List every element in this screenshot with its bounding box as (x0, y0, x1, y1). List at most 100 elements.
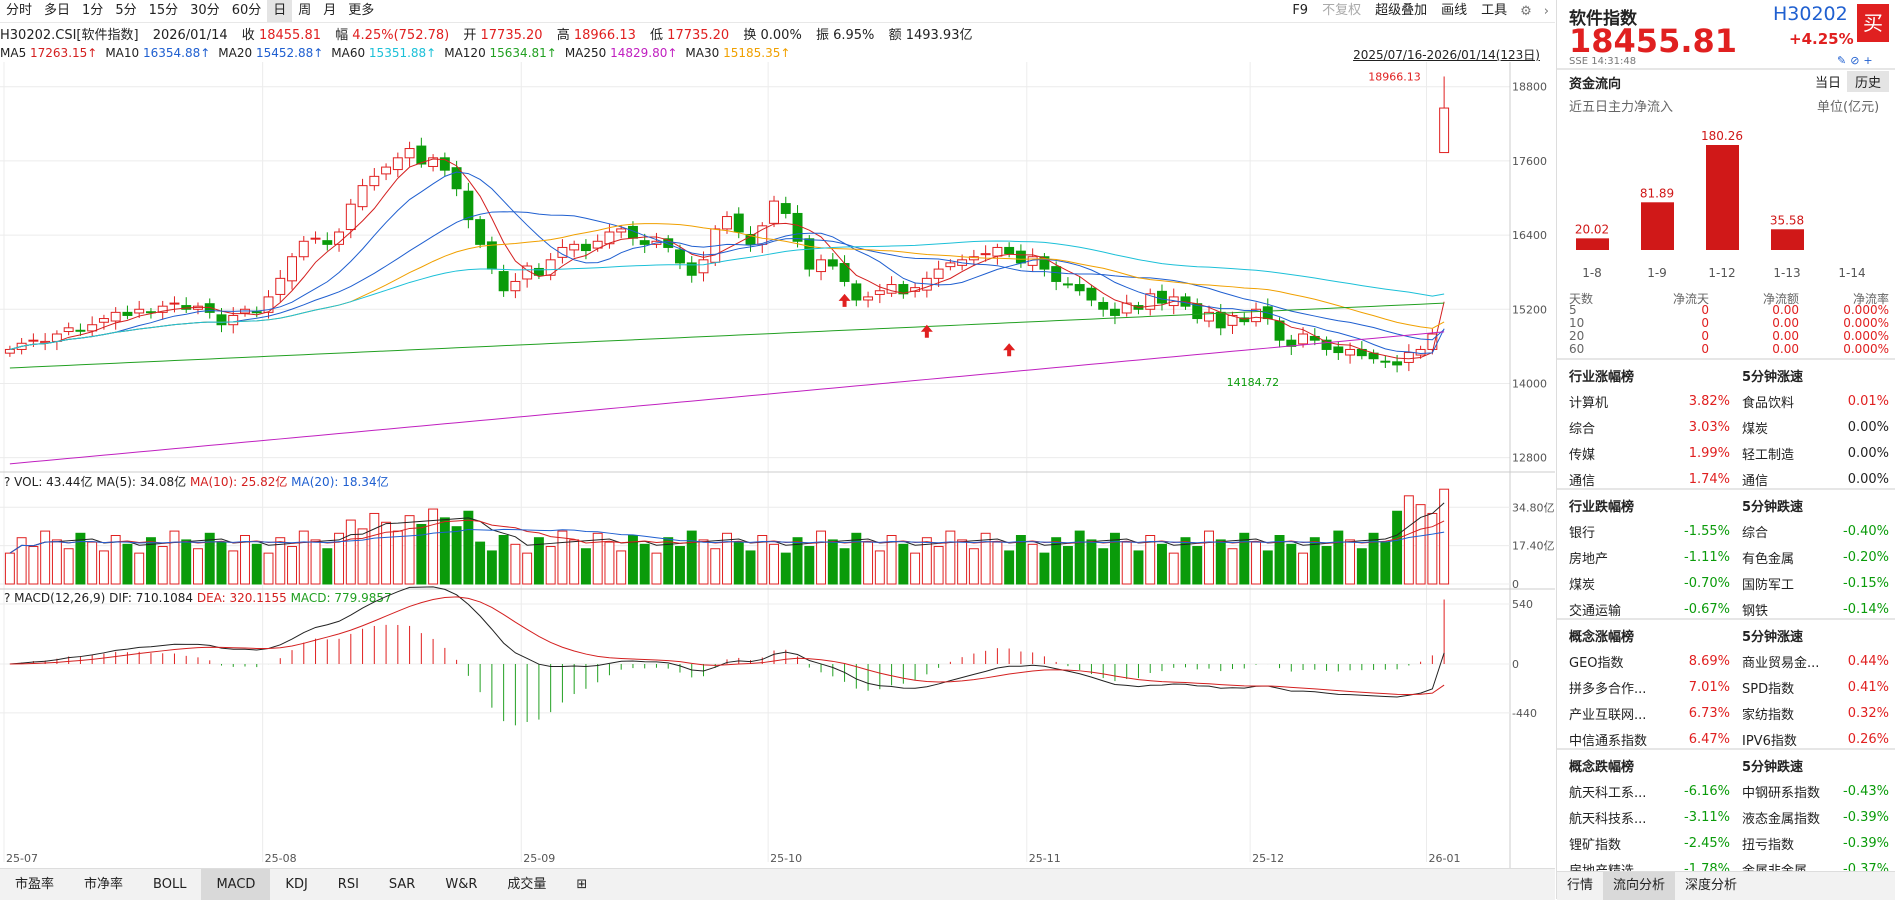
tool-4[interactable]: 工具 (1481, 3, 1508, 18)
candle-body (886, 284, 897, 294)
volume-bar (1133, 550, 1144, 585)
low-value: 17735.20 (667, 28, 730, 43)
speed-sector-name: 通信 (1742, 473, 1769, 489)
ranking-row[interactable]: 煤炭 -0.70% 国防军工 -0.15% (1569, 570, 1889, 596)
tool-2[interactable]: 超级叠加 (1375, 3, 1428, 18)
candle-body (1074, 284, 1085, 292)
volume-bar (251, 543, 262, 585)
candle-body (357, 185, 368, 208)
ranking-row[interactable]: 锂矿指数 -2.45% 扭亏指数 -0.39% (1569, 830, 1889, 856)
tab-today[interactable]: 当日 (1815, 76, 1842, 91)
ranking-row[interactable]: GEO指数 8.69% 商业贸易金... 0.44% (1569, 648, 1889, 674)
volume-bar (1121, 541, 1132, 585)
volume-bar (310, 539, 321, 585)
period-tab-8[interactable]: 周 (298, 3, 312, 18)
candle-body (1157, 290, 1167, 304)
indicator-tab-5[interactable]: RSI (337, 877, 359, 892)
indicator-tab-1[interactable]: 市净率 (84, 877, 124, 892)
right-panel: 软件指数 H30202 18455.81 +4.25% SSE 14:31:48… (1556, 0, 1895, 900)
date-range-label[interactable]: 2025/07/16-2026/01/14(123日) (1353, 48, 1540, 62)
period-tab-6[interactable]: 60分 (231, 3, 262, 18)
candle-body (557, 246, 568, 258)
period-tab-1[interactable]: 多日 (44, 3, 71, 18)
date-axis-label: 25-10 (770, 852, 802, 865)
indicator-tab-3[interactable]: MACD (201, 869, 271, 900)
volume-bar (557, 530, 568, 585)
flow-stats-row: 天数 净流天 净流额 净流率 (1569, 290, 1889, 306)
volume-bar (522, 552, 533, 585)
tool-3[interactable]: 画线 (1441, 3, 1468, 18)
price-axis-tick: 12800 (1512, 452, 1547, 465)
tool-0[interactable]: F9 (1292, 3, 1309, 18)
volume-bar (1403, 495, 1414, 585)
right-tab-0[interactable]: 行情 (1567, 878, 1594, 893)
volume-bar (1098, 548, 1109, 585)
period-tab-5[interactable]: 30分 (190, 3, 220, 18)
indicator-tab-4[interactable]: KDJ (285, 877, 308, 892)
sector-change: -1.11% (1684, 549, 1730, 565)
candle-body (263, 296, 274, 313)
volume-bar (651, 552, 662, 585)
ma-item-ma250: MA250 14829.80↑ (565, 46, 678, 60)
period-tab-0[interactable]: 分时 (6, 3, 33, 18)
fund-flow-date: 1-9 (1647, 266, 1667, 280)
ma60-line (9, 240, 1445, 350)
candle-body (134, 308, 145, 314)
buy-button[interactable]: 买 (1857, 4, 1889, 42)
period-tab-10[interactable]: 更多 (348, 3, 375, 18)
ranking-row[interactable]: 房地产 -1.11% 有色金属 -0.20% (1569, 544, 1889, 570)
candle-body (1109, 308, 1120, 316)
ranking-row[interactable]: 交通运输 -0.67% 钢铁 -0.14% (1569, 596, 1889, 622)
gear-icon[interactable]: ⚙ (1520, 3, 1532, 19)
period-tab-4[interactable]: 15分 (148, 3, 179, 18)
ma-label: MA60 (331, 46, 369, 60)
sector-change: -1.55% (1684, 523, 1730, 539)
ranking-row[interactable]: 航天科技系... -3.11% 液态金属指数 -0.39% (1569, 804, 1889, 830)
volume-legend-2: MA(10): 25.82亿 (186, 474, 287, 489)
candle-body (1380, 360, 1391, 363)
volume-bar (275, 537, 286, 585)
volume-bar (181, 539, 192, 585)
indicator-tab-6[interactable]: SAR (388, 877, 416, 892)
date-axis-label: 25-08 (265, 852, 297, 865)
add-tab-icon[interactable]: ⊞ (576, 877, 588, 892)
period-tab-7[interactable]: 日 (267, 0, 293, 22)
ranking-row[interactable]: 传媒 1.99% 轻工制造 0.00% (1569, 440, 1889, 466)
candle-body (486, 241, 497, 270)
ranking-row[interactable]: 通信 1.74% 通信 0.00% (1569, 466, 1889, 492)
right-tab-1[interactable]: 流向分析 (1603, 872, 1676, 900)
volume-bar (1168, 552, 1179, 585)
candle-body (345, 203, 356, 231)
candlestick-chart[interactable]: 18800 17600 16400 15200 14000 12800 18966.13 14… (0, 62, 1555, 868)
indicator-tab-8[interactable]: 成交量 (507, 877, 547, 892)
ranking-row[interactable]: 计算机 3.82% 食品饮料 0.01% (1569, 388, 1889, 414)
ranking-row[interactable]: 银行 -1.55% 综合 -0.40% (1569, 518, 1889, 544)
period-tab-2[interactable]: 1分 (82, 3, 104, 18)
candle-body (874, 290, 885, 295)
tab-history[interactable]: 历史 (1847, 71, 1890, 92)
ranking-row[interactable]: 综合 3.03% 煤炭 0.00% (1569, 414, 1889, 440)
right-tab-2[interactable]: 深度分析 (1685, 878, 1738, 893)
tool-1[interactable]: 不复权 (1322, 3, 1362, 18)
speed-title: 5分钟跌速 (1742, 499, 1804, 515)
period-tab-9[interactable]: 月 (323, 3, 337, 18)
ranking-row[interactable]: 中信通系指数 6.47% IPV6指数 0.26% (1569, 726, 1889, 752)
volume-bar (298, 530, 309, 585)
edit-icons[interactable]: ✎⊘+ (1837, 54, 1877, 67)
volume-bar (16, 537, 27, 585)
volume-bar (1345, 539, 1356, 585)
indicator-tab-0[interactable]: 市盈率 (15, 877, 55, 892)
indicator-tab-2[interactable]: BOLL (153, 877, 187, 892)
ranking-row[interactable]: 航天科工系... -6.16% 中钢研系指数 -0.43% (1569, 778, 1889, 804)
chevron-right-icon[interactable]: › (1543, 3, 1549, 19)
indicator-tab-7[interactable]: W&R (445, 877, 478, 892)
ranking-row[interactable]: 产业互联网... 6.73% 家纺指数 0.32% (1569, 700, 1889, 726)
ranking-row[interactable]: 拼多多合作... 7.01% SPD指数 0.41% (1569, 674, 1889, 700)
candle-body (298, 240, 309, 258)
macd-legend-1: DIF: 710.1084 (109, 591, 197, 605)
speed-sector-name: 煤炭 (1742, 421, 1769, 437)
period-tab-3[interactable]: 5分 (115, 3, 137, 18)
volume-bar (381, 521, 392, 585)
fund-flow-date: 1-14 (1838, 266, 1865, 280)
volume-bar (416, 523, 427, 585)
